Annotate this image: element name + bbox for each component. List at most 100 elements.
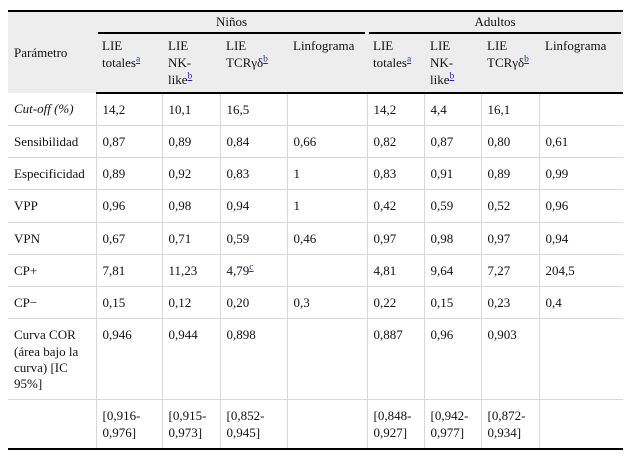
table-row: VPN 0,67 0,71 0,59 0,46 0,97 0,98 0,97 0,94 [8,222,624,255]
table-cell: 0,83 [366,157,424,191]
table-row: CP− 0,15 0,12 0,20 0,3 0,22 0,15 0,23 0,4 [8,286,624,320]
table-cell: 0,97 [480,222,539,255]
table-cell: 0,59 [219,222,287,255]
diagnostic-accuracy-table: Parámetro Niños Adultos LIE totalesa LIE NK… [8,10,624,450]
table-cell: 0,94 [538,222,624,255]
row-label: Sensibilidad [8,125,96,159]
table-cell: 0,97 [366,222,424,255]
table-row: Cut-off (%) 14,2 10,1 16,5 14,2 4,4 16,1 [8,92,624,126]
table-body: Cut-off (%) 14,2 10,1 16,5 14,2 4,4 16,1 Sensib… [8,92,624,449]
table-cell: 0,12 [161,286,220,320]
footnote-sup: c [249,263,253,273]
table-cell: 0,96 [423,318,481,401]
footnote-link-a[interactable]: a [135,54,141,65]
table-cell: 14,2 [366,92,424,126]
table-cell: 0,67 [95,222,162,255]
group-header-row: Parámetro Niños Adultos [8,11,624,93]
footnote-sup: a [136,55,140,65]
table-cell: 4,81 [366,254,424,288]
table-cell: [0,872-0,934] [480,399,539,449]
table-cell: 0,80 [480,125,539,159]
footnote-link-a[interactable]: a [406,54,412,65]
row-label: Especificidad [8,157,96,191]
table-cell: 0,99 [538,157,624,191]
table-cell: [0,848-0,927] [366,399,424,449]
table-cell [538,399,624,449]
table-cell: 0,83 [219,157,287,191]
table-cell: 0,4 [538,286,624,320]
table-cell: 10,1 [161,92,220,126]
table-container: Parámetro Niños Adultos LIE totalesa LIE NK… [8,10,624,450]
table-cell: 7,81 [95,254,162,288]
table-cell: 1 [286,189,367,223]
table-cell: 0,94 [219,189,287,223]
table-cell: 0,66 [286,125,367,159]
row-label: VPN [8,222,96,255]
table-header: Parámetro Niños Adultos LIE totalesa LIE NK… [8,11,624,94]
column-header-adultos-lie-totales: LIE totalesa [367,34,424,94]
row-label [8,399,96,449]
column-header-adultos-lie-nk-like: LIE NK-likeb [424,34,481,94]
table-cell: 0,98 [423,222,481,255]
table-cell: 0,59 [423,189,481,223]
column-header-ninos-lie-tcr-gd: LIE TCRγδb [220,34,287,94]
footnote-link-b[interactable]: b [263,54,268,65]
column-header-ninos-lie-totales: LIE totalesa [96,34,162,94]
table-cell: 0,98 [161,189,220,223]
table-cell: 14,2 [95,92,162,126]
table-cell: 0,89 [161,125,220,159]
table-cell: 0,46 [286,222,367,255]
table-cell: 0,96 [95,189,162,223]
table-cell: 204,5 [538,254,624,288]
cell-value: 4,79 [226,262,250,278]
footnote-link-b[interactable]: b [449,72,455,83]
footnote-sup: a [407,55,411,65]
table-cell: 0,22 [366,286,424,320]
table-cell: 0,944 [161,318,220,401]
table-cell: 0,42 [366,189,424,223]
table-row: Curva COR (área bajo la curva) [IC 95%] 0… [8,318,624,401]
table-cell: 16,5 [219,92,287,126]
table-cell: 0,15 [95,286,162,320]
row-label: Cut-off (%) [8,92,96,126]
table-cell: 0,23 [480,286,539,320]
table-row: [0,916-0,976] [0,915-0,973] [0,852-0,945] [… [8,399,624,449]
table-cell: 0,91 [423,157,481,191]
footnote-link-b[interactable]: b [187,72,193,83]
table-cell: 0,52 [480,189,539,223]
footnote-sup: b [450,72,455,82]
column-header-ninos-linfograma: Linfograma [287,34,367,94]
table-cell: [0,852-0,945] [219,399,287,449]
table-row: Especificidad 0,89 0,92 0,83 1 0,83 0,91 0,89 0,… [8,157,624,191]
footnote-sup: b [524,55,529,65]
table-cell: 0,87 [423,125,481,159]
table-cell: 0,61 [538,125,624,159]
table-cell: 1 [286,157,367,191]
table-cell [286,92,367,126]
table-cell [538,318,624,401]
table-cell: [0,915-0,973] [161,399,220,449]
table-cell: 0,15 [423,286,481,320]
footnote-link-b[interactable]: b [524,54,529,65]
footnote-link-c[interactable]: c [249,262,254,273]
table-cell: 0,20 [219,286,287,320]
table-cell: 0,903 [480,318,539,401]
table-cell: 9,64 [423,254,481,288]
group-label-ninos: Niños [98,13,365,35]
group-label-adultos: Adultos [369,13,622,35]
table-cell: 0,898 [219,318,287,401]
group-header-adultos: Adultos [367,11,624,35]
table-cell: 0,92 [161,157,220,191]
row-label: CP+ [8,254,96,288]
footnote-sup: b [188,72,193,82]
table-cell: 11,23 [161,254,220,288]
table-cell [538,92,624,126]
table-cell: [0,942-0,977] [423,399,481,449]
table-cell: 0,3 [286,286,367,320]
table-cell: 0,87 [95,125,162,159]
table-cell [286,399,367,449]
table-row: Sensibilidad 0,87 0,89 0,84 0,66 0,82 0,87 0,80… [8,125,624,159]
table-cell: 0,89 [95,157,162,191]
table-cell: 0,887 [366,318,424,401]
table-cell: 4,4 [423,92,481,126]
